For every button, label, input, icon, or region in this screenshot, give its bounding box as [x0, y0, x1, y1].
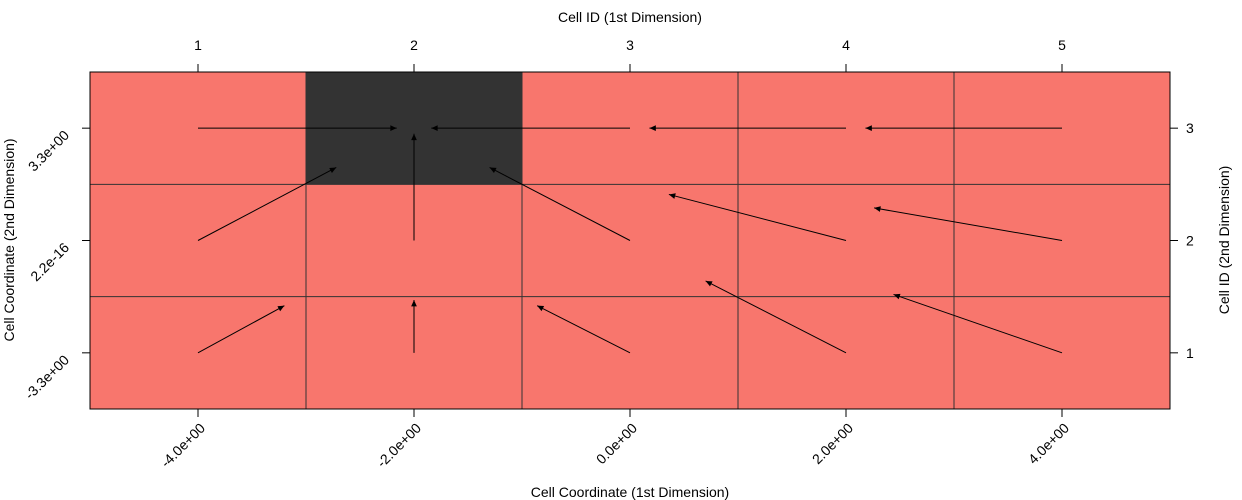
left-axis-title: Cell Coordinate (2nd Dimension) — [1, 138, 17, 341]
arrow-head — [705, 280, 713, 287]
arrow-head — [865, 125, 872, 132]
bottom-tick-label: -2.0e+00 — [373, 420, 424, 471]
top-tick-label: 1 — [194, 37, 202, 53]
arrows — [197, 125, 1063, 354]
arrow-10 — [873, 206, 1063, 241]
arrow-11 — [198, 125, 397, 132]
bottom-tick-label: 0.0e+00 — [593, 420, 641, 468]
arrow-head — [668, 193, 676, 199]
right-tick-label: 3 — [1186, 120, 1194, 136]
bottom-tick-label: 4.0e+00 — [1025, 420, 1073, 468]
arrow-head — [489, 167, 497, 173]
arrow-head — [277, 305, 285, 312]
arrow-head — [390, 125, 397, 132]
left-tick-label: 2.2e-16 — [27, 239, 72, 284]
right-axis-title: Cell ID (2nd Dimension) — [1216, 166, 1232, 315]
arrow-1 — [197, 305, 285, 354]
arrow-shaft — [489, 167, 631, 241]
arrow-shaft — [536, 305, 631, 354]
right-tick-label: 1 — [1186, 345, 1194, 361]
arrow-shaft — [197, 305, 285, 354]
arrow-7 — [411, 133, 417, 241]
arrow-6 — [197, 167, 337, 241]
arrow-shaft — [705, 280, 847, 354]
arrow-shaft — [873, 207, 1063, 241]
arrow-12 — [431, 125, 630, 132]
top-axis-title: Cell ID (1st Dimension) — [558, 9, 702, 25]
right-tick-label: 2 — [1186, 233, 1194, 249]
left-tick-label: -3.3e+00 — [21, 351, 72, 402]
arrow-2 — [411, 300, 417, 353]
bottom-axis-title: Cell Coordinate (1st Dimension) — [531, 484, 729, 500]
arrow-3 — [536, 305, 631, 354]
top-tick-label: 3 — [626, 37, 634, 53]
arrow-head — [874, 206, 881, 212]
arrow-head — [431, 125, 438, 132]
arrow-head — [649, 125, 656, 132]
top-tick-label: 5 — [1058, 37, 1066, 53]
arrow-shaft — [893, 293, 1063, 354]
left-tick-label: 3.3e+00 — [25, 127, 73, 175]
arrow-head — [411, 300, 417, 307]
arrow-8 — [489, 167, 631, 241]
top-tick-label: 4 — [842, 37, 850, 53]
arrow-head — [893, 293, 901, 300]
arrow-head — [329, 167, 337, 173]
top-tick-label: 2 — [410, 37, 418, 53]
arrow-9 — [668, 193, 847, 241]
arrow-head — [411, 133, 417, 141]
bottom-tick-label: -4.0e+00 — [157, 420, 208, 471]
arrow-4 — [705, 280, 847, 354]
arrow-shaft — [668, 193, 847, 241]
bottom-tick-label: 2.0e+00 — [809, 420, 857, 468]
arrow-14 — [865, 125, 1062, 132]
arrow-head — [537, 305, 545, 312]
arrow-13 — [649, 125, 846, 132]
arrow-5 — [893, 293, 1063, 354]
arrow-shaft — [197, 167, 337, 241]
